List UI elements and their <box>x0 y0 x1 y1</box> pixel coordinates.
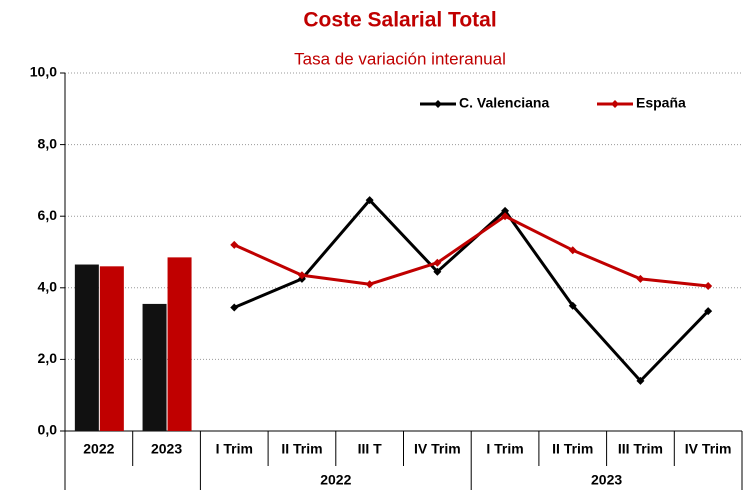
x-tick-label: II Trim <box>281 441 322 457</box>
legend-label: España <box>636 95 686 111</box>
y-tick-label: 8,0 <box>38 135 58 151</box>
line-marker <box>501 212 510 221</box>
group-label: 2023 <box>591 472 622 488</box>
line-marker <box>636 376 645 385</box>
line-marker <box>568 301 577 310</box>
bar <box>74 264 99 431</box>
line-marker <box>501 206 510 215</box>
line-marker <box>297 271 306 280</box>
x-tick-label: III T <box>358 441 383 457</box>
y-tick-label: 4,0 <box>38 279 58 295</box>
chart-subtitle: Tasa de variación interanual <box>294 49 506 68</box>
y-tick-label: 10,0 <box>30 64 57 80</box>
x-tick-label: I Trim <box>216 441 253 457</box>
x-tick-label: IV Trim <box>685 441 732 457</box>
line-marker <box>230 303 239 312</box>
x-tick-label: 2023 <box>151 441 182 457</box>
line-marker <box>365 280 374 289</box>
y-tick-label: 0,0 <box>38 422 58 438</box>
line-marker <box>704 307 713 316</box>
group-label: 2022 <box>320 472 351 488</box>
legend-marker <box>611 100 619 108</box>
y-tick-label: 6,0 <box>38 207 58 223</box>
legend-marker <box>434 100 442 108</box>
line-marker <box>230 240 239 249</box>
line-marker <box>568 246 577 255</box>
x-tick-label: I Trim <box>486 441 523 457</box>
x-tick-label: 2022 <box>83 441 114 457</box>
x-tick-label: II Trim <box>552 441 593 457</box>
bar <box>142 303 167 431</box>
line-marker <box>433 267 442 276</box>
x-tick-label: IV Trim <box>414 441 461 457</box>
x-tick-label: III Trim <box>618 441 663 457</box>
bar <box>167 257 192 431</box>
line <box>233 198 710 383</box>
y-tick-label: 2,0 <box>38 350 58 366</box>
line <box>233 214 709 288</box>
line-marker <box>365 196 374 205</box>
line-marker <box>433 258 442 267</box>
line-marker <box>704 282 713 291</box>
chart-title: Coste Salarial Total <box>303 9 496 32</box>
line-marker <box>636 274 645 283</box>
bar <box>99 266 124 431</box>
legend-label: C. Valenciana <box>459 95 549 111</box>
